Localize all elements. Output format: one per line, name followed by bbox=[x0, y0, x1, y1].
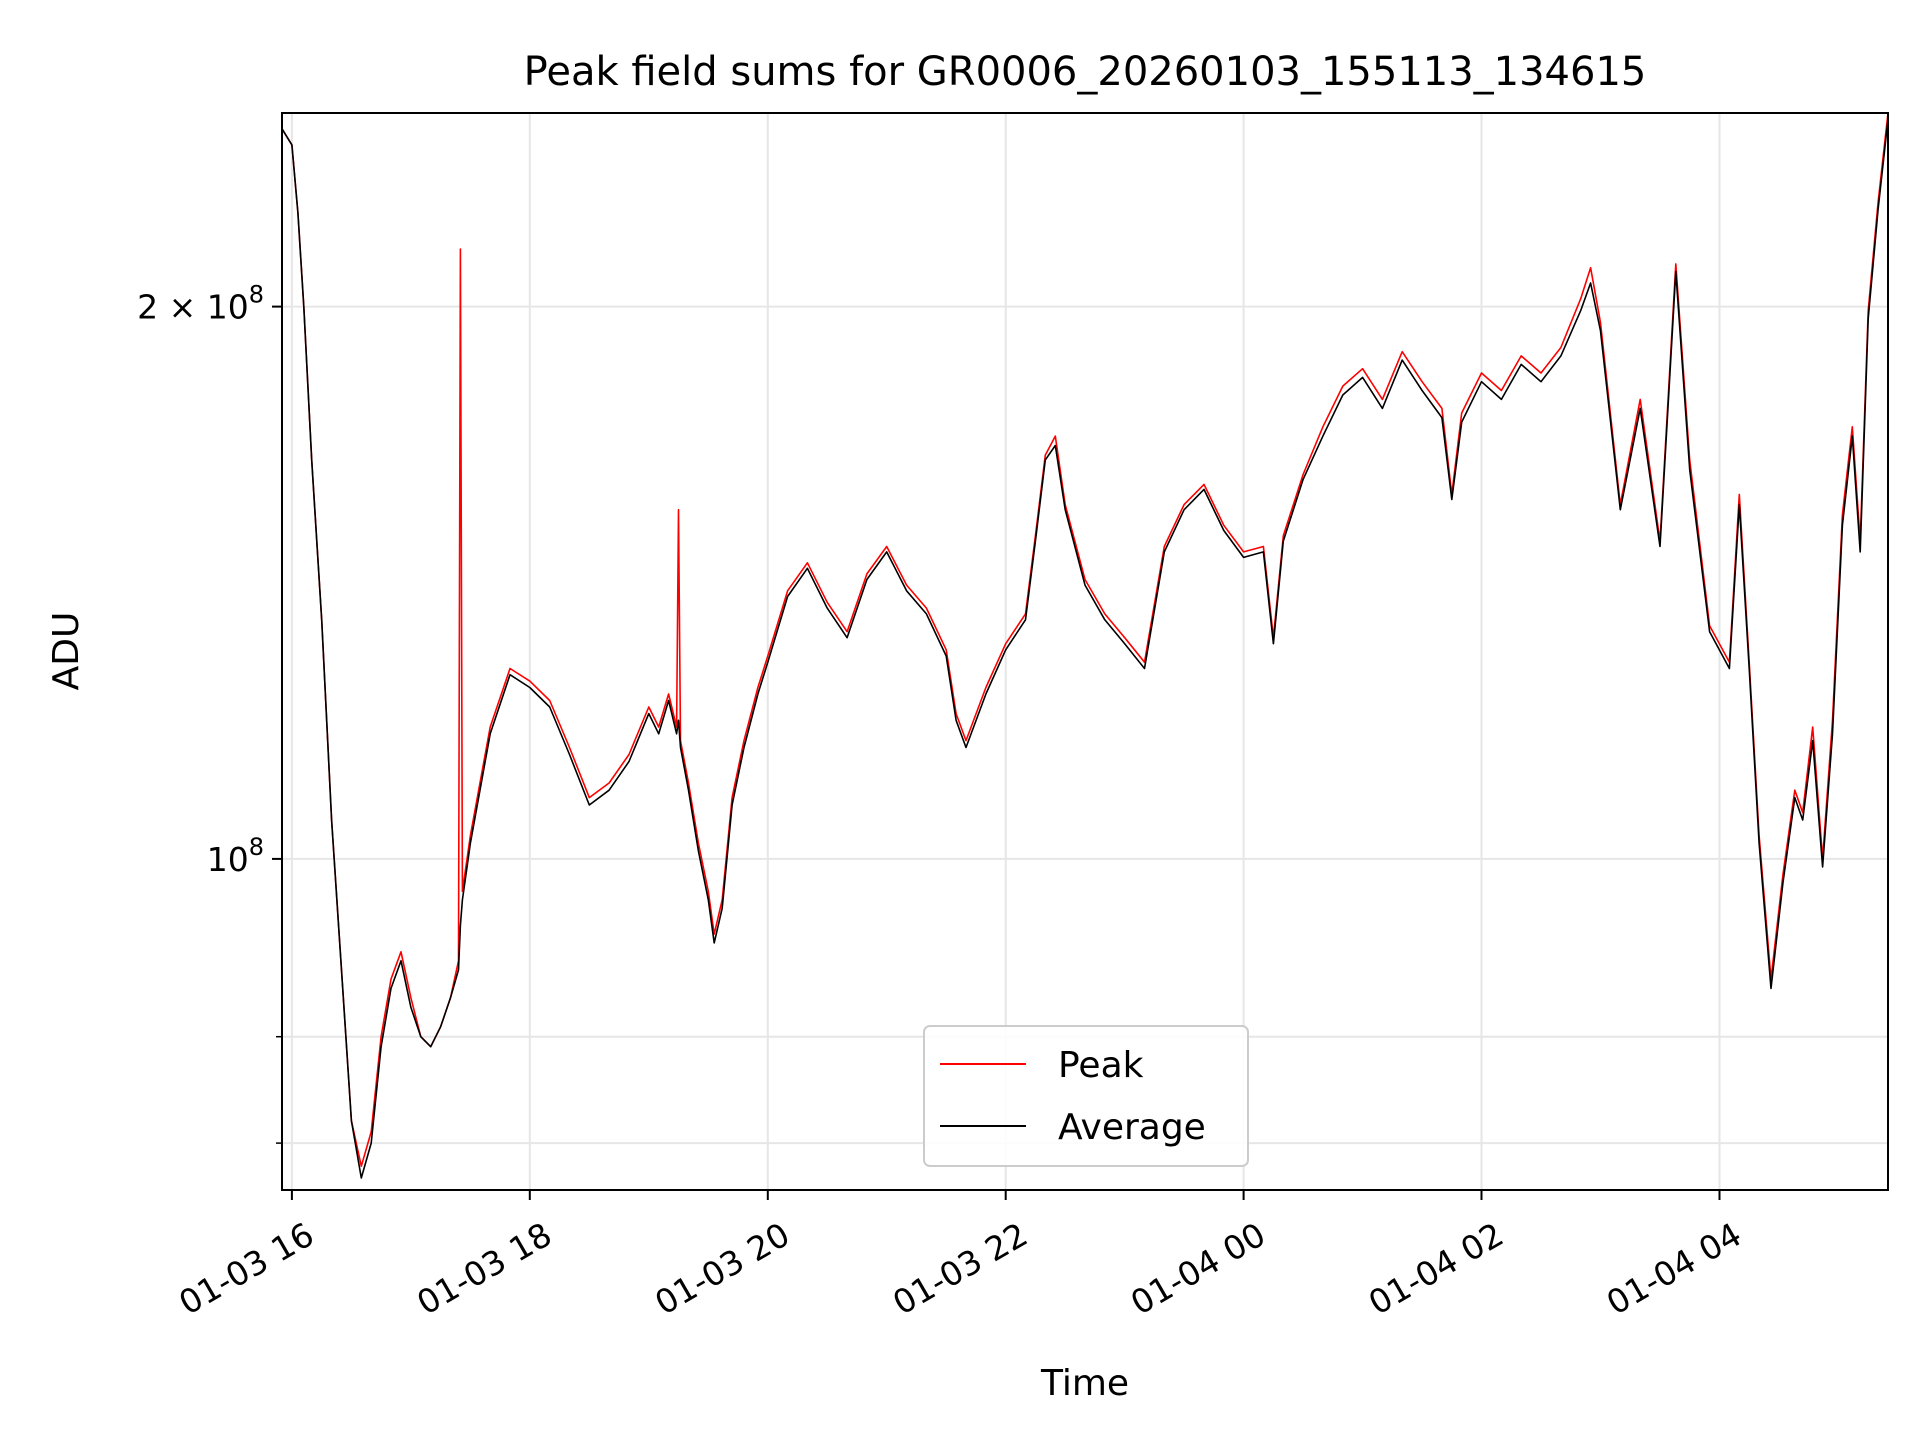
y-tick-base: 10 bbox=[207, 840, 249, 879]
x-axis-label: Time bbox=[1040, 1363, 1129, 1404]
series-line-average bbox=[282, 119, 1888, 1179]
y-tick-label: 2 × 108 bbox=[137, 281, 264, 327]
y-tick-exponent: 8 bbox=[249, 833, 264, 861]
legend-label-average: Average bbox=[1058, 1107, 1206, 1148]
series-layer bbox=[282, 113, 1888, 1179]
y-tick-base: 2 × 10 bbox=[137, 288, 249, 327]
chart-title: Peak field sums for GR0006_20260103_1551… bbox=[524, 49, 1647, 95]
legend-box bbox=[923, 1025, 1249, 1167]
y-tick-label: 108 bbox=[207, 833, 264, 879]
legend: Peak Average bbox=[923, 1025, 1249, 1167]
y-tick-exponent: 8 bbox=[249, 281, 264, 309]
legend-label-peak: Peak bbox=[1058, 1045, 1144, 1086]
y-axis-label: ADU bbox=[46, 612, 87, 691]
plot-frame bbox=[281, 112, 1889, 1191]
